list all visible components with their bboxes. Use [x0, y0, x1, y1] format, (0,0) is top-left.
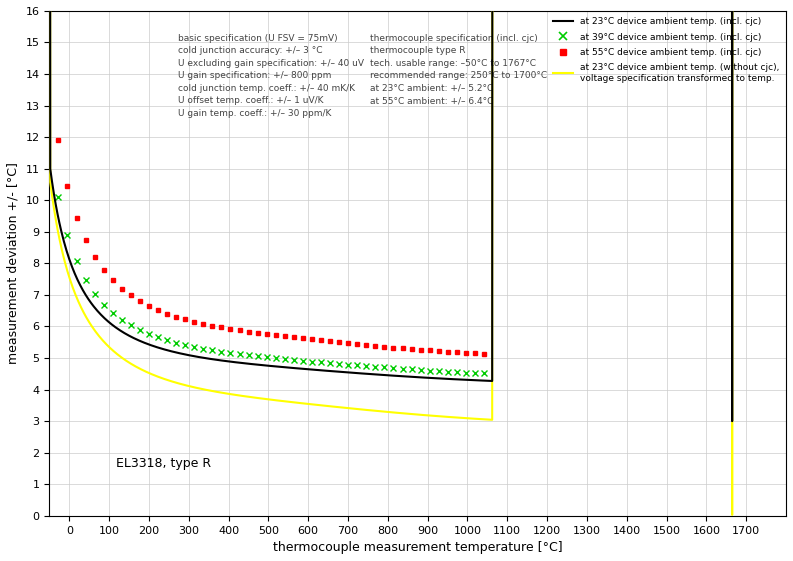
Text: thermocouple specification (incl. cjc)
thermocouple type R
tech. usable range: –: thermocouple specification (incl. cjc) t…: [370, 34, 547, 105]
Text: EL3318, type R: EL3318, type R: [116, 457, 211, 470]
Legend: at 23°C device ambient temp. (incl. cjc), at 39°C device ambient temp. (incl. cj: at 23°C device ambient temp. (incl. cjc)…: [550, 13, 783, 86]
X-axis label: thermocouple measurement temperature [°C]: thermocouple measurement temperature [°C…: [273, 541, 562, 554]
Y-axis label: measurement deviation +/- [°C]: measurement deviation +/- [°C]: [7, 163, 20, 364]
Text: basic specification (U FSV = 75mV)
cold junction accuracy: +/– 3 °C
U excluding : basic specification (U FSV = 75mV) cold …: [178, 34, 364, 118]
